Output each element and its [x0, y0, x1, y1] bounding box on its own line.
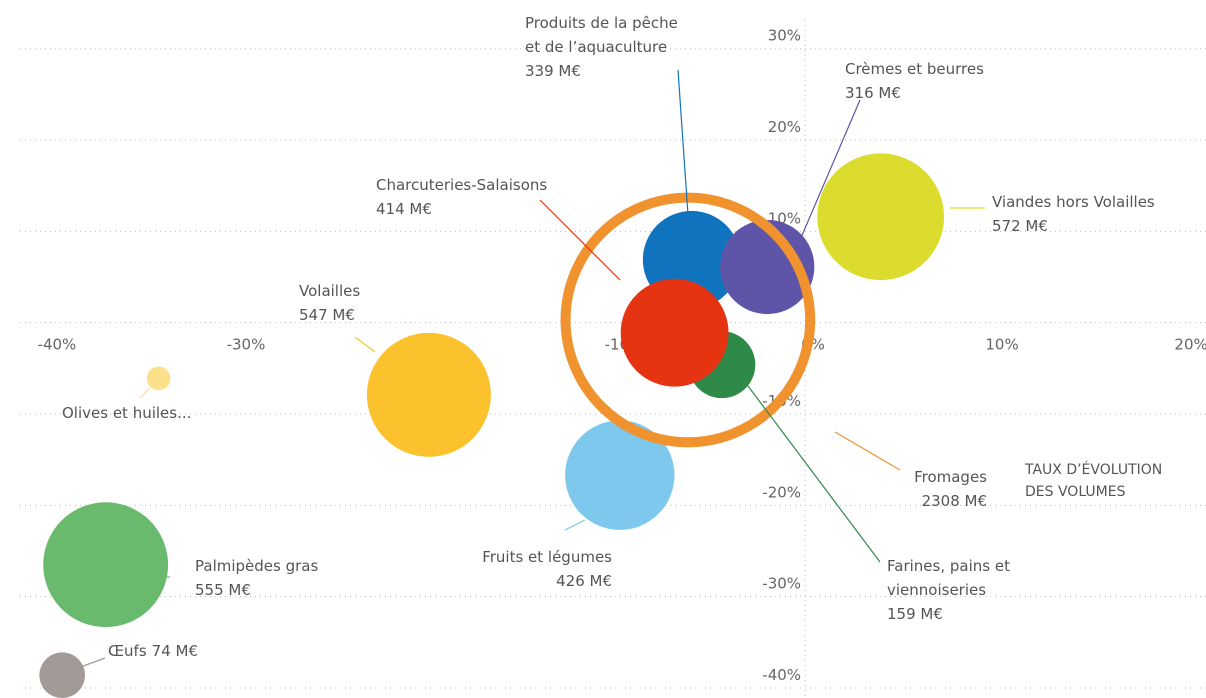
leader-line — [539, 199, 621, 281]
bubble-label: Palmipèdes gras — [195, 557, 318, 575]
bubble-label: Fromages — [914, 468, 987, 486]
x-tick-label: 10% — [985, 336, 1018, 354]
x-tick-label: -30% — [227, 336, 266, 354]
bubble — [620, 278, 729, 387]
y-tick-label: -30% — [762, 575, 801, 593]
bubble-label: Crèmes et beurres — [845, 60, 984, 78]
bubble-label: viennoiseries — [887, 581, 986, 599]
bubble — [366, 332, 491, 457]
bubble — [720, 219, 815, 315]
bubble-label: Viandes hors Volailles — [992, 193, 1155, 211]
value-label: 316 M€ — [845, 84, 901, 102]
value-label: 74 M€ — [152, 642, 198, 660]
y-tick-label: -20% — [762, 483, 801, 501]
leader-line — [834, 431, 901, 471]
leader-line — [564, 519, 586, 531]
value-label: 547 M€ — [299, 306, 355, 324]
leader-line — [139, 387, 151, 399]
x-tick-label: -40% — [38, 336, 77, 354]
bubble — [43, 502, 169, 628]
bubble-label: Œufs — [108, 642, 147, 660]
value-label: 555 M€ — [195, 581, 251, 599]
y-tick-label: 20% — [768, 118, 801, 136]
axis-annotation: TAUX D’ÉVOLUTION — [1024, 461, 1162, 478]
bubble — [817, 153, 945, 281]
y-tick-label: -40% — [762, 666, 801, 684]
bubble-label: Charcuteries-Salaisons — [376, 176, 547, 194]
value-label: 159 M€ — [887, 605, 943, 623]
x-tick-label: 20% — [1174, 336, 1206, 354]
bubble-label: Produits de la pêche — [525, 14, 678, 32]
bubble-label: Olives et huiles... — [62, 404, 191, 422]
bubble-label: et de l’aquaculture — [525, 38, 667, 56]
bubble-label: Fruits et légumes — [482, 548, 612, 566]
value-label: 414 M€ — [376, 200, 432, 218]
leader-line — [744, 381, 881, 563]
leader-line — [677, 69, 689, 216]
leader-line — [354, 336, 376, 353]
bubble — [146, 366, 171, 391]
bubble — [565, 420, 675, 530]
value-label: 426 M€ — [556, 572, 612, 590]
leader-line — [77, 657, 106, 669]
bubble-label: Volailles — [299, 282, 360, 300]
value-label: 2308 M€ — [922, 492, 987, 510]
axis-annotation: DES VOLUMES — [1025, 484, 1126, 500]
bubble-label: Farines, pains et — [887, 557, 1010, 575]
value-label: 339 M€ — [525, 62, 581, 80]
bubble — [39, 652, 85, 698]
bubble — [560, 192, 816, 448]
leader-line — [799, 99, 861, 241]
value-label: 572 M€ — [992, 217, 1048, 235]
y-tick-label: 30% — [768, 27, 801, 45]
